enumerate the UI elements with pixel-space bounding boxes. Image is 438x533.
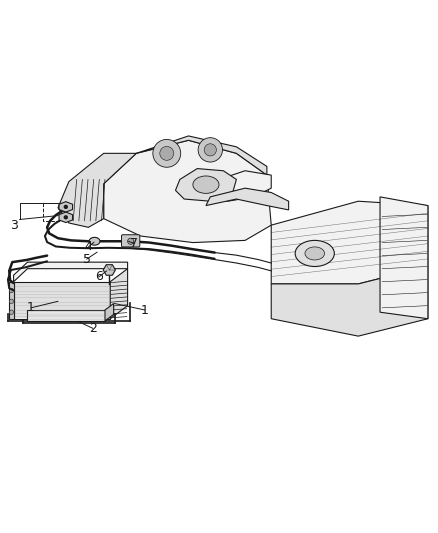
Polygon shape xyxy=(103,265,116,275)
Ellipse shape xyxy=(193,176,219,193)
Polygon shape xyxy=(206,188,289,210)
Text: 1: 1 xyxy=(141,303,149,317)
Polygon shape xyxy=(110,269,127,319)
Circle shape xyxy=(153,140,181,167)
Circle shape xyxy=(127,238,134,244)
Polygon shape xyxy=(14,262,127,282)
Polygon shape xyxy=(59,212,73,223)
Ellipse shape xyxy=(305,247,325,260)
Ellipse shape xyxy=(89,237,100,245)
Circle shape xyxy=(198,138,223,162)
Text: 2: 2 xyxy=(89,322,97,335)
FancyBboxPatch shape xyxy=(121,235,140,247)
Polygon shape xyxy=(14,282,110,319)
Circle shape xyxy=(9,310,14,314)
Polygon shape xyxy=(9,282,14,319)
Polygon shape xyxy=(104,140,271,243)
Text: 3: 3 xyxy=(10,219,18,232)
Polygon shape xyxy=(271,201,428,284)
Circle shape xyxy=(64,215,68,220)
Circle shape xyxy=(9,299,14,303)
Circle shape xyxy=(160,147,174,160)
Polygon shape xyxy=(176,168,237,201)
Text: 7: 7 xyxy=(130,237,138,250)
Text: 5: 5 xyxy=(83,253,91,265)
Circle shape xyxy=(9,288,14,293)
Circle shape xyxy=(204,144,216,156)
Text: 4: 4 xyxy=(85,240,92,253)
Polygon shape xyxy=(271,266,428,336)
Polygon shape xyxy=(58,154,136,228)
Polygon shape xyxy=(105,303,114,321)
Polygon shape xyxy=(27,310,105,321)
Text: 1: 1 xyxy=(27,301,35,314)
Circle shape xyxy=(64,205,68,209)
Text: 6: 6 xyxy=(95,270,103,284)
Polygon shape xyxy=(215,171,271,201)
Polygon shape xyxy=(136,136,267,175)
Polygon shape xyxy=(59,201,73,212)
Ellipse shape xyxy=(295,240,334,266)
Polygon shape xyxy=(380,197,428,319)
